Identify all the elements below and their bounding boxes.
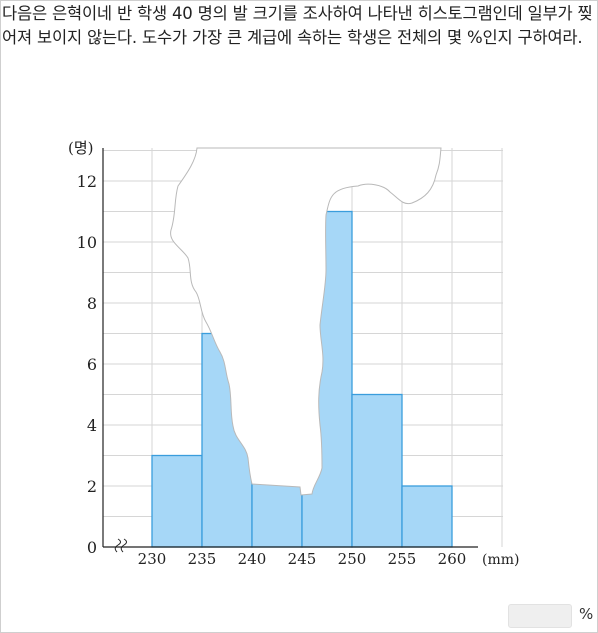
x-tick-label: 260 xyxy=(438,550,467,568)
y-tick-label: 4 xyxy=(87,416,97,435)
x-tick-label: 255 xyxy=(388,550,417,568)
y-tick-label: 8 xyxy=(87,294,97,313)
torn-region xyxy=(170,147,442,496)
histogram-bar xyxy=(401,485,453,548)
question-text: 다음은 은혁이네 반 학생 40 명의 발 크기를 조사하여 나타낸 히스토그램… xyxy=(2,4,593,47)
x-tick-label: 240 xyxy=(238,550,267,568)
x-tick-label: 230 xyxy=(138,550,167,568)
y-tick-labels: 0 2 4 6 8 10 12 xyxy=(77,172,97,557)
x-axis-label: (mm) xyxy=(482,552,519,568)
axis-break-icon xyxy=(114,538,127,553)
histogram-chart: 0 2 4 6 8 10 12 230 235 240 245 250 255 260 (명) (mm) xyxy=(68,139,519,568)
y-tick-label: 6 xyxy=(87,355,97,374)
y-tick-label: 2 xyxy=(87,477,97,496)
histogram-bar xyxy=(151,454,203,548)
y-tick-label: 10 xyxy=(77,233,97,252)
axis-break-mark xyxy=(114,538,121,553)
y-axis-label: (명) xyxy=(68,139,94,157)
answer-input[interactable] xyxy=(508,604,572,628)
histogram-bar xyxy=(251,476,303,548)
chart-axes xyxy=(102,148,478,548)
x-tick-label: 245 xyxy=(288,550,317,568)
x-tick-label: 235 xyxy=(188,550,217,568)
axis-break-mark xyxy=(120,538,127,553)
y-tick-label: 12 xyxy=(77,172,97,191)
histogram-bar xyxy=(351,393,403,548)
answer-unit: % xyxy=(579,605,594,623)
y-tick-label: 0 xyxy=(87,538,97,557)
x-tick-label: 250 xyxy=(338,550,367,568)
x-tick-labels: 230 235 240 245 250 255 260 xyxy=(138,550,467,568)
